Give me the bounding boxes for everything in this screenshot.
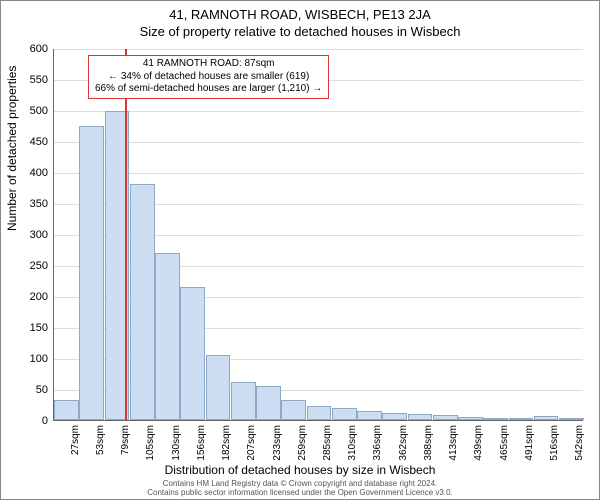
y-tick-label: 250 — [8, 260, 48, 272]
y-tick-label: 100 — [8, 353, 48, 365]
bar — [534, 416, 559, 420]
gridline — [54, 173, 583, 174]
annotation-box: 41 RAMNOTH ROAD: 87sqm ← 34% of detached… — [88, 55, 329, 99]
bar — [433, 415, 458, 420]
y-tick-label: 150 — [8, 322, 48, 334]
bar — [155, 253, 180, 420]
footer-line1: Contains HM Land Registry data © Crown c… — [1, 479, 599, 488]
bar — [408, 414, 433, 420]
bar — [509, 418, 534, 420]
gridline — [54, 49, 583, 50]
y-tick-label: 50 — [8, 384, 48, 396]
y-tick-label: 0 — [8, 415, 48, 427]
reference-line — [125, 49, 127, 420]
annotation-line3: 66% of semi-detached houses are larger (… — [95, 83, 322, 96]
bar — [130, 184, 155, 420]
y-tick-label: 200 — [8, 291, 48, 303]
bar — [382, 413, 407, 420]
bar — [256, 386, 281, 420]
x-axis-title: Distribution of detached houses by size … — [1, 463, 599, 477]
bar — [483, 418, 508, 420]
footer-attribution: Contains HM Land Registry data © Crown c… — [1, 479, 599, 497]
y-tick-label: 600 — [8, 43, 48, 55]
bar — [54, 400, 79, 420]
bar — [357, 411, 382, 420]
bar — [231, 382, 256, 420]
chart: 41 RAMNOTH ROAD: 87sqm ← 34% of detached… — [53, 49, 583, 421]
bar — [332, 408, 357, 420]
footer-line2: Contains public sector information licen… — [1, 488, 599, 497]
bar — [458, 417, 483, 420]
y-axis-title: Number of detached properties — [5, 66, 19, 231]
annotation-line2: ← 34% of detached houses are smaller (61… — [95, 71, 322, 84]
page-title-address: 41, RAMNOTH ROAD, WISBECH, PE13 2JA — [1, 7, 599, 22]
bar — [206, 355, 231, 420]
gridline — [54, 142, 583, 143]
bar — [559, 418, 584, 420]
annotation-line1: 41 RAMNOTH ROAD: 87sqm — [95, 58, 322, 71]
bar — [180, 287, 205, 420]
page-title-subtitle: Size of property relative to detached ho… — [1, 24, 599, 39]
bar — [307, 406, 332, 420]
bar — [281, 400, 306, 420]
gridline — [54, 111, 583, 112]
bar — [79, 126, 104, 421]
plot-area — [53, 49, 583, 421]
